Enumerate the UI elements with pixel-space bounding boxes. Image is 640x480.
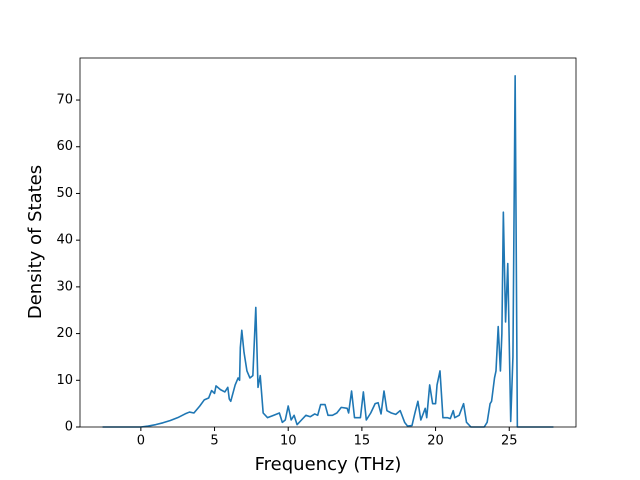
x-tick-label: 15 [354, 434, 371, 449]
x-tick-label: 5 [210, 434, 218, 449]
y-tick-label: 30 [56, 279, 73, 294]
axes-frame [79, 57, 577, 428]
x-tick-label: 25 [501, 434, 518, 449]
y-tick-label: 40 [56, 233, 73, 248]
x-tick-label: 10 [280, 434, 297, 449]
y-tick-label: 50 [56, 186, 73, 201]
y-tick-label: 20 [56, 326, 73, 341]
y-axis-label: Density of States [25, 165, 46, 319]
y-tick-label: 0 [65, 420, 73, 435]
x-tick-label: 20 [427, 434, 444, 449]
y-tick-label: 10 [56, 373, 73, 388]
x-axis-label: Frequency (THz) [255, 454, 402, 475]
x-tick-label: 0 [137, 434, 145, 449]
dos-line [102, 74, 554, 428]
y-tick-label: 60 [56, 139, 73, 154]
y-tick-label: 70 [56, 93, 73, 108]
